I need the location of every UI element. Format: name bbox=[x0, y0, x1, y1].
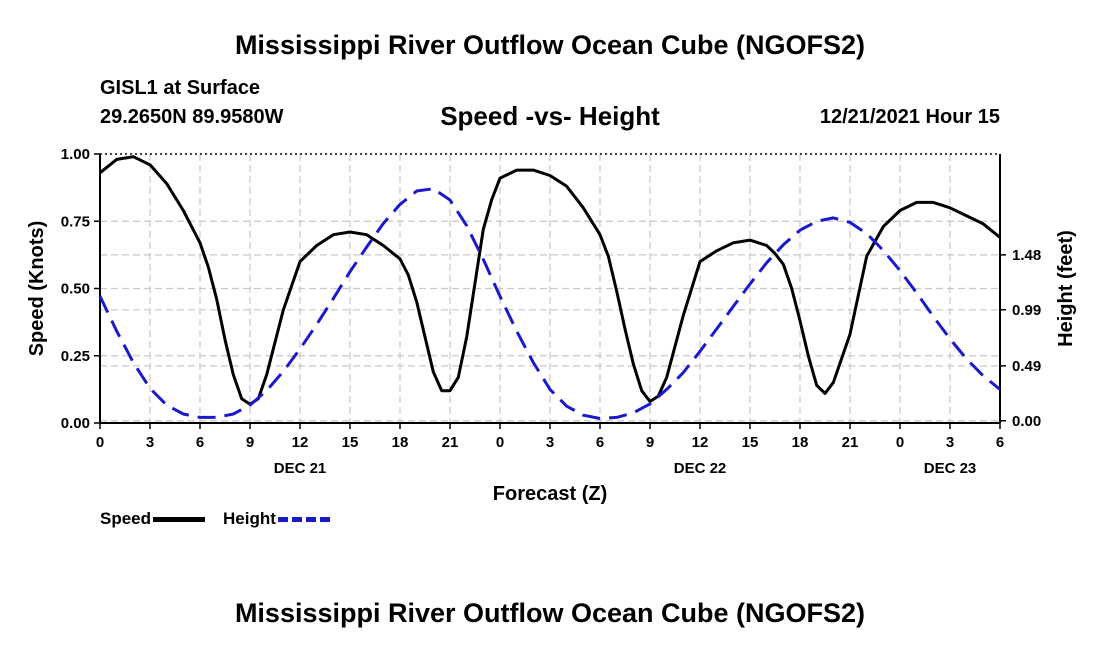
y-left-tick-label: 1.00 bbox=[61, 146, 90, 163]
x-tick-label: 6 bbox=[196, 434, 204, 451]
x-tick-label: 18 bbox=[392, 434, 409, 451]
station-coordinates: 29.2650N 89.9580W bbox=[100, 106, 284, 128]
chart-footer-title: Mississippi River Outflow Ocean Cube (NG… bbox=[234, 598, 866, 628]
y-right-tick-label: 0.00 bbox=[1012, 413, 1041, 430]
y-left-tick-label: 0.00 bbox=[61, 415, 90, 432]
x-tick-label: 3 bbox=[146, 434, 154, 451]
chart-main-title: Mississippi River Outflow Ocean Cube (NG… bbox=[234, 30, 866, 60]
station-label: GISL1 at Surface bbox=[100, 77, 261, 99]
x-tick-label: 6 bbox=[596, 434, 604, 451]
x-tick-label: 0 bbox=[496, 434, 504, 451]
x-tick-label: 15 bbox=[342, 434, 359, 451]
x-tick-label: 3 bbox=[546, 434, 554, 451]
chart-subtitle: Speed -vs- Height bbox=[440, 101, 660, 131]
legend-speed-label: Speed bbox=[100, 509, 152, 528]
legend-height-swatch bbox=[277, 516, 330, 522]
series-line-height bbox=[98, 187, 1001, 420]
x-tick-label: 6 bbox=[996, 434, 1004, 451]
x-day-label: DEC 21 bbox=[274, 460, 327, 477]
x-tick-label: 12 bbox=[292, 434, 309, 451]
x-tick-label: 21 bbox=[842, 434, 859, 451]
legend-speed-swatch bbox=[153, 516, 206, 522]
x-tick-label: 0 bbox=[96, 434, 104, 451]
x-axis-title: Forecast (Z) bbox=[493, 483, 607, 505]
y-right-tick-label: 0.99 bbox=[1012, 302, 1041, 319]
y-right-tick-label: 1.48 bbox=[1012, 247, 1041, 264]
legend: Speed Height bbox=[100, 509, 348, 529]
x-tick-label: 3 bbox=[946, 434, 954, 451]
x-tick-label: 9 bbox=[246, 434, 254, 451]
legend-height-label: Height bbox=[223, 509, 276, 528]
x-tick-label: 15 bbox=[742, 434, 759, 451]
y-left-tick-label: 0.50 bbox=[61, 281, 90, 298]
legend-item-speed: Speed bbox=[100, 509, 206, 529]
x-tick-label: 9 bbox=[646, 434, 654, 451]
y-right-tick-label: 0.49 bbox=[1012, 358, 1041, 375]
y-axis-right-title: Height (feet) bbox=[1055, 230, 1077, 347]
x-tick-label: 18 bbox=[792, 434, 809, 451]
x-day-label: DEC 23 bbox=[924, 460, 977, 477]
x-tick-label: 0 bbox=[896, 434, 904, 451]
x-day-label: DEC 22 bbox=[674, 460, 727, 477]
forecast-datetime: 12/21/2021 Hour 15 bbox=[819, 106, 1000, 128]
y-left-tick-label: 0.75 bbox=[61, 213, 90, 230]
x-tick-label: 12 bbox=[692, 434, 709, 451]
legend-item-height: Height bbox=[223, 509, 330, 529]
x-tick-label: 21 bbox=[442, 434, 459, 451]
y-axis-left-title: Speed (Knots) bbox=[26, 221, 48, 357]
y-left-tick-label: 0.25 bbox=[61, 348, 90, 365]
